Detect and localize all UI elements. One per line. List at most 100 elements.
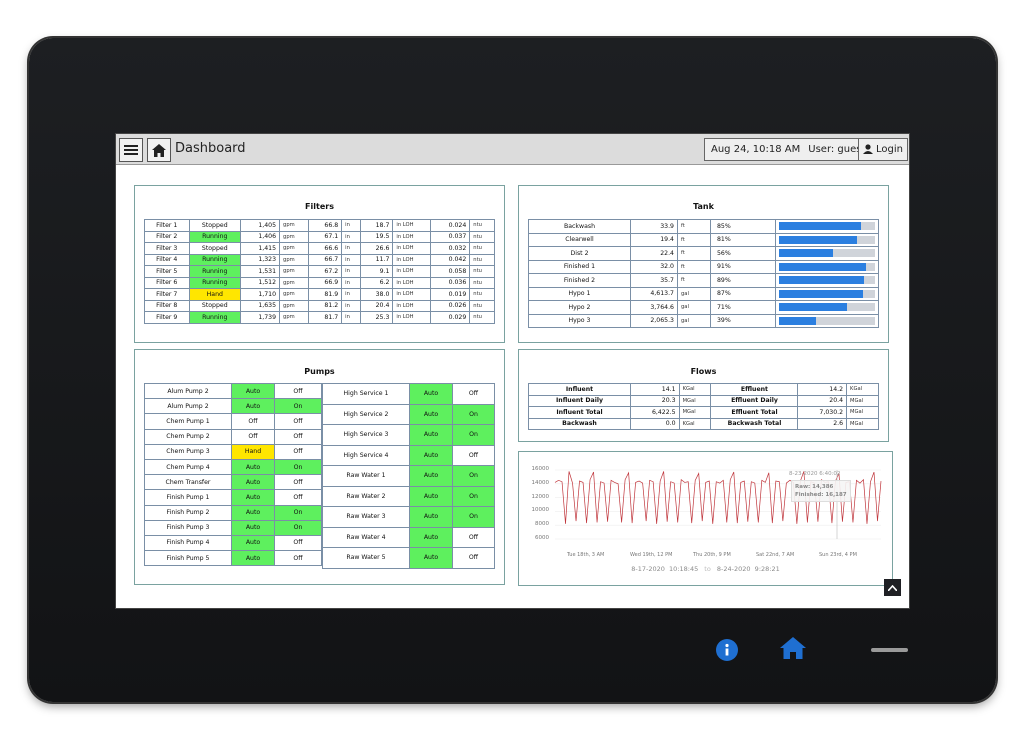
filter-loh-unit: in LOH (392, 299, 432, 312)
filter-level-unit: in (341, 288, 361, 301)
pump-mode[interactable]: Auto (409, 526, 453, 548)
tank-value: 22.4 (630, 246, 678, 261)
trend-chart[interactable]: 16000 14000 12000 10000 8000 6000 Tue 18th, 3… (518, 451, 893, 586)
filter-loh: 18.7 (359, 219, 394, 232)
login-button[interactable]: Login (858, 138, 908, 161)
pump-mode[interactable]: Auto (231, 474, 275, 491)
filter-flow-unit: gpm (279, 242, 310, 255)
menu-button[interactable] (119, 138, 143, 162)
tank-level-bar (775, 259, 879, 274)
tank-level-bar (775, 313, 879, 328)
filter-name: Filter 3 (144, 242, 190, 255)
pump-mode[interactable]: Auto (409, 403, 453, 425)
x-tick-label: Sat 22nd, 7 AM (756, 552, 795, 558)
filter-level: 66.6 (308, 242, 343, 255)
filter-flow: 1,710 (240, 288, 281, 301)
pump-state: On (452, 465, 495, 487)
tank-bar-track (779, 235, 875, 244)
filter-loh-unit: in LOH (392, 253, 432, 266)
flow-unit: KGal (846, 383, 879, 396)
pump-state: Off (452, 526, 495, 548)
pump-mode[interactable]: Auto (409, 383, 453, 405)
pump-name: Finish Pump 2 (144, 504, 232, 521)
tank-value: 3,764.6 (630, 300, 678, 315)
filter-level-unit: in (341, 276, 361, 289)
filter-name: Filter 7 (144, 288, 190, 301)
home-hardware-button[interactable] (779, 636, 807, 664)
pump-mode[interactable]: Auto (231, 519, 275, 536)
tank-name: Backwash (528, 219, 631, 234)
pump-row: Raw Water 1 Auto On (322, 465, 495, 487)
pump-mode[interactable]: Auto (409, 444, 453, 466)
pump-row: Alum Pump 2 Auto Off (144, 382, 322, 400)
tooltip-raw: Raw: 14,386 (795, 484, 834, 490)
range-from[interactable]: 8-17-2020 10:18:45 (631, 565, 699, 573)
tank-panel: Tank Backwash 33.9 ft 85% Clearwell 19.4 ft 81%… (518, 185, 889, 343)
pump-mode[interactable]: Auto (231, 382, 275, 400)
pump-mode[interactable]: Auto (409, 465, 453, 487)
flow-row: Influent 14.1 KGal Effluent 14.2 KGal (528, 383, 879, 396)
pump-mode[interactable]: Auto (409, 424, 453, 446)
pump-row: Chem Pump 2 Off Off (144, 428, 322, 445)
tank-value: 32.0 (630, 259, 678, 274)
filter-flow: 1,739 (240, 311, 281, 324)
pump-mode[interactable]: Off (231, 428, 275, 445)
y-tick-label: 14000 (531, 479, 550, 486)
filter-flow-unit: gpm (279, 288, 310, 301)
tank-level-bar (775, 286, 879, 301)
pump-state: On (274, 519, 322, 536)
tank-row: Hypo 3 2,065.3 gal 39% (528, 313, 879, 328)
pumps-right-table: High Service 1 Auto Off High Service 2 Auto O… (322, 383, 495, 569)
tank-bar-track (779, 222, 875, 231)
tank-bar-fill (779, 262, 867, 271)
pump-mode[interactable]: Auto (231, 398, 275, 415)
filter-name: Filter 1 (144, 219, 190, 232)
pump-mode[interactable]: Auto (409, 547, 453, 569)
pump-mode[interactable]: Auto (231, 458, 275, 476)
home-button[interactable] (147, 138, 171, 162)
pump-mode[interactable]: Auto (409, 506, 453, 528)
tank-percent: 85% (710, 219, 776, 234)
x-tick-label: Sun 23rd, 4 PM (819, 552, 857, 558)
tank-percent: 56% (710, 246, 776, 261)
filter-flow: 1,531 (240, 265, 281, 278)
range-to[interactable]: 8-24-2020 9:28:21 (716, 565, 780, 573)
filter-status: Stopped (188, 219, 242, 232)
flow-row: Backwash 0.0 KGal Backwash Total 2.6 MGal (528, 417, 879, 430)
pump-mode[interactable]: Auto (231, 534, 275, 552)
pump-name: Chem Transfer (144, 474, 232, 491)
tank-unit: gal (677, 300, 711, 315)
scroll-top-button[interactable] (884, 579, 901, 596)
filter-level-unit: in (341, 311, 361, 324)
pump-state: On (452, 485, 495, 507)
pump-mode[interactable]: Off (231, 413, 275, 430)
pump-mode[interactable]: Hand (231, 443, 275, 460)
tank-bar-track (779, 249, 875, 258)
user-label: User: guest (808, 144, 866, 155)
filter-level: 66.7 (308, 253, 343, 266)
info-hardware-button[interactable] (716, 639, 738, 661)
filter-loh-unit: in LOH (392, 311, 432, 324)
pump-mode[interactable]: Auto (409, 485, 453, 507)
filter-loh: 19.5 (359, 230, 394, 243)
tank-title: Tank (693, 202, 714, 211)
tank-row: Hypo 1 4,613.7 gal 87% (528, 286, 879, 301)
filter-loh: 11.7 (359, 253, 394, 266)
filter-flow-unit: gpm (279, 230, 310, 243)
filter-loh-unit: in LOH (392, 242, 432, 255)
filter-turbidity-unit: ntu (469, 219, 495, 232)
filter-status: Running (188, 253, 242, 266)
pump-mode[interactable]: Auto (231, 504, 275, 521)
filter-level-unit: in (341, 219, 361, 232)
filter-loh: 6.2 (359, 276, 394, 289)
filter-turbidity: 0.042 (430, 253, 471, 266)
pump-row: High Service 1 Auto Off (322, 383, 495, 405)
flow-value: 20.3 (630, 394, 680, 407)
flow-row: Influent Daily 20.3 MGal Effluent Daily 20.4… (528, 394, 879, 407)
menu-hardware-button[interactable] (871, 648, 908, 652)
flow-unit: MGal (678, 406, 712, 419)
filter-loh-unit: in LOH (392, 288, 432, 301)
date-range: 8-17-2020 10:18:45 to 8-24-2020 9:28:21 (519, 565, 892, 573)
pump-mode[interactable]: Auto (231, 489, 275, 506)
pump-mode[interactable]: Auto (231, 550, 275, 567)
